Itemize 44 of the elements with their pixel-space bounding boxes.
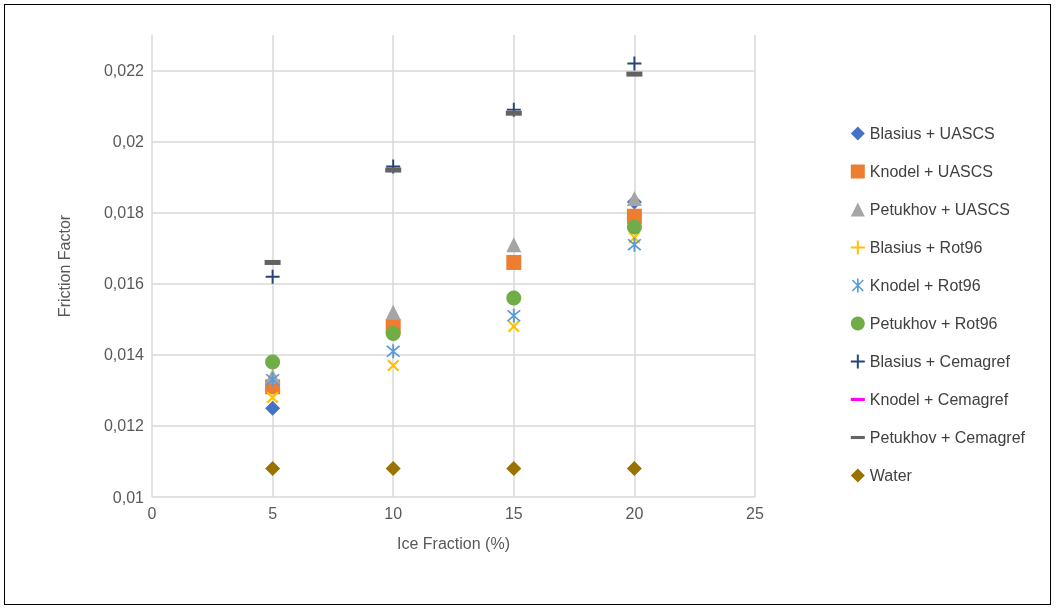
- x-tick-label: 5: [268, 504, 278, 522]
- point: [626, 461, 642, 477]
- legend-label: Knodel + UASCS: [869, 163, 993, 180]
- point: [385, 304, 401, 320]
- legend-label: Blasius + Rot96: [869, 239, 983, 256]
- legend-label: Knodel + Cemagref: [869, 391, 1009, 408]
- legend-label: Petukhov + Cemagref: [869, 429, 1026, 446]
- x-tick-label: 25: [746, 504, 764, 522]
- legend-label: Petukhov + UASCS: [869, 201, 1010, 218]
- y-tick-label: 0,022: [103, 62, 145, 80]
- x-tick-label: 0: [147, 504, 157, 522]
- point: [506, 237, 522, 253]
- x-tick-label: 15: [504, 504, 523, 522]
- y-tick-label: 0,016: [103, 275, 145, 293]
- point: [265, 354, 281, 370]
- point: [627, 56, 642, 71]
- y-tick-label: 0,018: [103, 204, 145, 222]
- y-tick-label: 0,02: [112, 133, 145, 151]
- point: [387, 359, 400, 372]
- point: [626, 219, 642, 235]
- point: [385, 461, 401, 477]
- y-axis-title: Friction Factor: [55, 214, 73, 318]
- point: [385, 326, 401, 342]
- legend-label: Petukhov + Rot96: [869, 315, 998, 332]
- x-tick-label: 20: [625, 504, 644, 522]
- x-axis-title: Ice Fraction (%): [397, 534, 510, 552]
- y-tick-label: 0,014: [103, 346, 145, 364]
- point: [386, 344, 401, 359]
- y-tick-label: 0,01: [112, 488, 145, 506]
- point: [506, 461, 522, 477]
- legend-label: Blasius + Cemagref: [869, 353, 1011, 370]
- point: [506, 290, 522, 306]
- y-tick-label: 0,012: [103, 417, 145, 435]
- point: [266, 391, 279, 404]
- point: [265, 400, 281, 416]
- legend-label: Knodel + Rot96: [869, 277, 981, 294]
- point: [265, 461, 281, 477]
- point: [265, 269, 280, 284]
- point: [506, 254, 522, 270]
- point: [626, 190, 642, 206]
- point: [507, 320, 520, 333]
- legend-label: Blasius + UASCS: [869, 125, 995, 142]
- legend-label: Water: [869, 467, 913, 484]
- x-tick-label: 10: [384, 504, 403, 522]
